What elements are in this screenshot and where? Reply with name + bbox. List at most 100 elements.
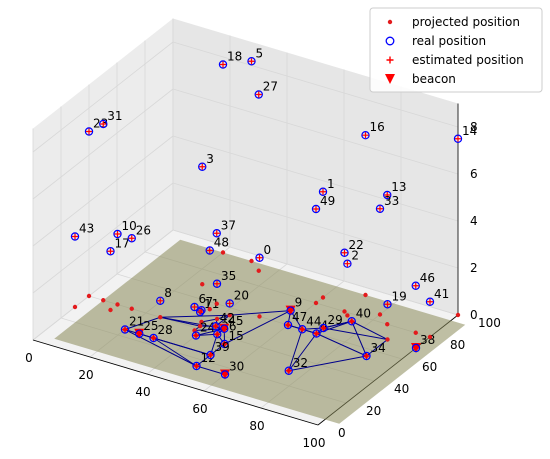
estimated-point [285, 322, 291, 328]
estimated-point [320, 325, 327, 331]
estimated-point [193, 363, 200, 369]
estimated-point [199, 163, 206, 170]
estimated-point [299, 326, 306, 333]
node-label: 16 [370, 120, 385, 134]
real-point [220, 370, 230, 379]
estimated-point [193, 332, 199, 339]
estimated-point [256, 254, 263, 261]
real-point [220, 339, 229, 349]
node-label: 48 [214, 236, 229, 250]
estimated-point [413, 345, 419, 351]
z-tick-label: 8 [470, 120, 478, 134]
estimated-point [72, 233, 78, 240]
estimated-point [207, 352, 214, 358]
node-label: 32 [293, 356, 308, 370]
node-label: 33 [384, 194, 399, 208]
real-point [197, 306, 206, 315]
projected-point [72, 304, 78, 310]
z-tick-label: 6 [470, 167, 478, 181]
link-line [153, 337, 197, 367]
projected-point [257, 314, 262, 319]
legend-entry: projected position [387, 15, 520, 29]
node-label: 38 [420, 333, 435, 347]
link-line [124, 316, 161, 330]
real-point [135, 329, 144, 338]
node-49: 49 [311, 194, 335, 306]
real-point [127, 234, 136, 243]
real-point [340, 248, 349, 257]
estimated-point [220, 61, 226, 68]
node-5: 5 [247, 46, 263, 264]
real-point [106, 247, 115, 256]
node-label: 13 [391, 180, 406, 194]
legend-marker-plus [386, 56, 394, 64]
link-line [288, 355, 367, 372]
legend-label: real position [412, 34, 486, 48]
real-point [425, 297, 435, 306]
node-label: 39 [215, 340, 230, 354]
node-label: 45 [228, 314, 243, 328]
projected-point [427, 334, 433, 340]
estimated-point [122, 326, 128, 333]
projected-point [86, 293, 92, 299]
estimated-point [384, 192, 391, 198]
real-point [225, 299, 234, 308]
real-point [254, 90, 263, 99]
projected-point [256, 268, 261, 273]
node-label: 40 [356, 306, 371, 320]
estimated-point [86, 128, 92, 135]
node-label: 9 [295, 296, 303, 310]
real-point [255, 253, 264, 262]
estimated-point [212, 323, 219, 330]
node-label: 19 [392, 289, 407, 303]
node-4: 4 [312, 319, 328, 338]
node-label: 7 [205, 295, 213, 309]
legend-entry: beacon [385, 72, 456, 86]
legend-marker-triangle [385, 74, 395, 84]
real-point [453, 134, 463, 143]
estimated-point [285, 367, 292, 374]
estimated-point [313, 206, 319, 212]
ground-plane [54, 239, 466, 424]
grid-line [172, 229, 459, 316]
link-line [366, 339, 388, 357]
node-14: 14 [453, 124, 477, 318]
projected-point [345, 313, 350, 318]
estimated-point [455, 135, 461, 142]
node-label: 8 [164, 286, 172, 300]
node-0: 0 [255, 243, 271, 319]
estimated-point [214, 331, 221, 338]
node-9: 9 [285, 296, 303, 316]
projected-point [129, 306, 134, 311]
grid-line [172, 88, 459, 175]
link-line [351, 321, 367, 357]
node-label: 47 [292, 310, 307, 324]
link-line [288, 333, 317, 372]
node-48: 48 [205, 236, 229, 312]
grid-line [172, 135, 459, 222]
real-point [211, 322, 220, 331]
node-27: 27 [254, 80, 278, 273]
node-label: 49 [320, 194, 335, 208]
projected-point [455, 312, 461, 318]
node-label: 44 [306, 314, 321, 328]
y-tick-label: 40 [394, 382, 409, 396]
y-tick-label: 100 [478, 316, 501, 330]
real-point [283, 320, 293, 330]
estimated-point [287, 307, 294, 314]
node-label: 25 [143, 319, 158, 333]
node-22: 22 [340, 238, 364, 314]
node-17: 17 [106, 236, 130, 313]
estimated-point [221, 325, 228, 332]
estimated-point [197, 309, 204, 315]
real-point [84, 127, 94, 136]
real-point [218, 60, 228, 69]
node-label: 21 [129, 315, 144, 329]
estimated-point [377, 205, 383, 212]
estimated-point [214, 280, 220, 287]
node-label: 35 [221, 269, 236, 283]
link-line [124, 329, 197, 367]
real-point [190, 302, 199, 312]
node-label: 46 [420, 271, 435, 285]
projected-point [108, 307, 113, 313]
